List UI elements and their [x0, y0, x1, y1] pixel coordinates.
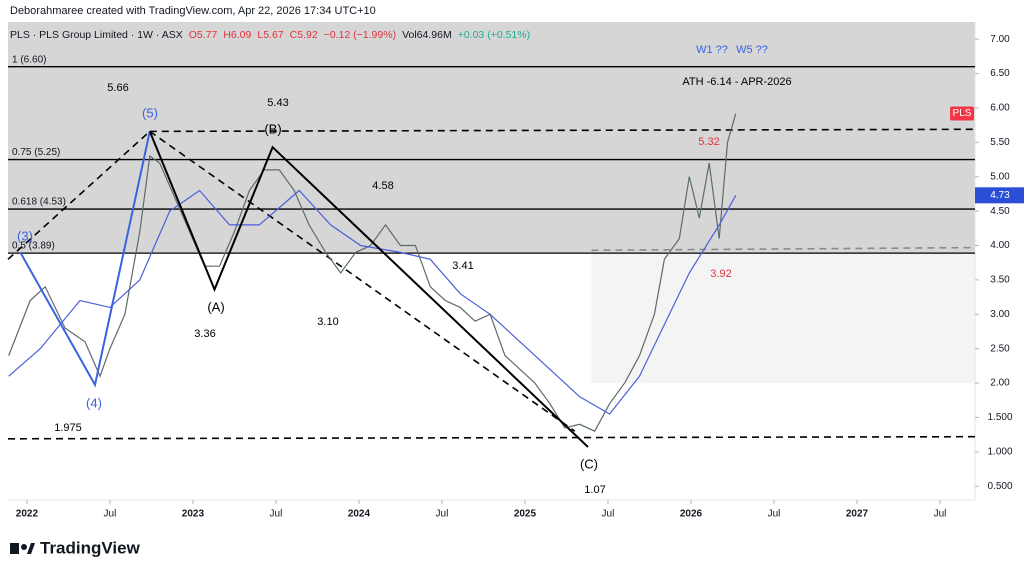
- wave-label: (4): [86, 395, 102, 410]
- legend-item: O5.77: [189, 29, 218, 41]
- annotation: 3.36: [194, 328, 215, 340]
- y-tick-label: 7.00: [990, 34, 1010, 45]
- y-tick-label: 6.50: [990, 68, 1010, 79]
- fib-level-label: 0.75 (5.25): [12, 147, 60, 158]
- fib-level-label: 1 (6.60): [12, 54, 46, 65]
- y-tick-label: 1.500: [987, 412, 1012, 423]
- trendline: [149, 128, 976, 133]
- y-tick-label: 3.50: [990, 275, 1010, 286]
- annotation: 5.66: [107, 82, 128, 94]
- legend-item: C5.92: [290, 29, 318, 41]
- light-zone: [591, 253, 975, 384]
- legend-item: +0.03 (+0.51%): [458, 29, 530, 41]
- credit: Deborahmaree created with TradingView.co…: [10, 5, 376, 17]
- x-tick-label: 2027: [846, 509, 869, 520]
- x-tick-label: 2025: [514, 509, 537, 520]
- brand-logo: [10, 543, 35, 554]
- price-line: [8, 113, 737, 432]
- x-tick-label: 2023: [182, 509, 205, 520]
- trendline: [149, 130, 576, 432]
- x-tick-label: Jul: [602, 509, 615, 520]
- price-line: [8, 189, 737, 415]
- legend-item: L5.67: [257, 29, 283, 41]
- trendline: [7, 435, 976, 440]
- trendline: [7, 130, 151, 260]
- annotation: 1.975: [54, 422, 82, 434]
- annotation: 3.10: [317, 316, 338, 328]
- wave-label: (C): [580, 456, 598, 471]
- wave-label: (A): [207, 299, 224, 314]
- y-tick-label: 0.500: [987, 481, 1012, 492]
- y-tick-label: 2.50: [990, 343, 1010, 354]
- annotation: ATH -6.14 - APR-2026: [682, 76, 791, 88]
- annotation: 5.32: [698, 136, 719, 148]
- legend-item: −0.12 (−1.99%): [324, 29, 396, 41]
- annotation: 1.07: [584, 484, 605, 496]
- y-tick-label: 6.00: [990, 103, 1010, 114]
- x-tick-label: Jul: [436, 509, 449, 520]
- x-tick-label: 2024: [348, 509, 371, 520]
- y-tick-label: 4.50: [990, 206, 1010, 217]
- wave-line: [148, 131, 589, 448]
- annotation: 3.41: [452, 260, 473, 272]
- wave-label: (5): [142, 105, 158, 120]
- y-tick-label: 5.00: [990, 171, 1010, 182]
- annotation: W1 ??: [696, 44, 728, 56]
- x-tick-label: Jul: [768, 509, 781, 520]
- fib-level-label: 0.618 (4.53): [12, 197, 66, 208]
- brand: TradingView: [40, 538, 141, 557]
- price-tag-label: 4.73: [990, 190, 1010, 201]
- x-tick-label: Jul: [104, 509, 117, 520]
- y-tick-label: 2.00: [990, 378, 1010, 389]
- x-tick-label: Jul: [270, 509, 283, 520]
- price-tag: [975, 187, 1024, 204]
- x-tick-label: 2022: [16, 509, 39, 520]
- annotation: 3.92: [710, 268, 731, 280]
- annotation: W5 ??: [736, 44, 768, 56]
- x-tick-label: Jul: [934, 509, 947, 520]
- legend-item: Vol64.96M: [402, 29, 452, 41]
- annotation: 5.43: [267, 97, 288, 109]
- x-tick-label: 2026: [680, 509, 703, 520]
- trendline: [591, 246, 976, 252]
- price-tag-label: PLS: [953, 108, 972, 119]
- legend: PLS · PLS Group Limited · 1W · ASX O5.77 H…: [10, 29, 530, 41]
- y-tick-label: 4.00: [990, 240, 1010, 251]
- fib-level-label: 0.5 (3.89): [12, 241, 55, 252]
- legend-item: PLS · PLS Group Limited · 1W · ASX: [10, 29, 183, 41]
- y-tick-label: 5.50: [990, 137, 1010, 148]
- wave-label: (B): [264, 121, 281, 136]
- wave-label: (3): [17, 228, 33, 243]
- shaded-zone: [8, 22, 975, 254]
- y-tick-label: 3.00: [990, 309, 1010, 320]
- annotation: 4.58: [372, 180, 393, 192]
- price-tag: [950, 106, 974, 121]
- legend-item: H6.09: [223, 29, 251, 41]
- y-tick-label: 1.000: [987, 446, 1012, 457]
- wave-line: [19, 131, 151, 388]
